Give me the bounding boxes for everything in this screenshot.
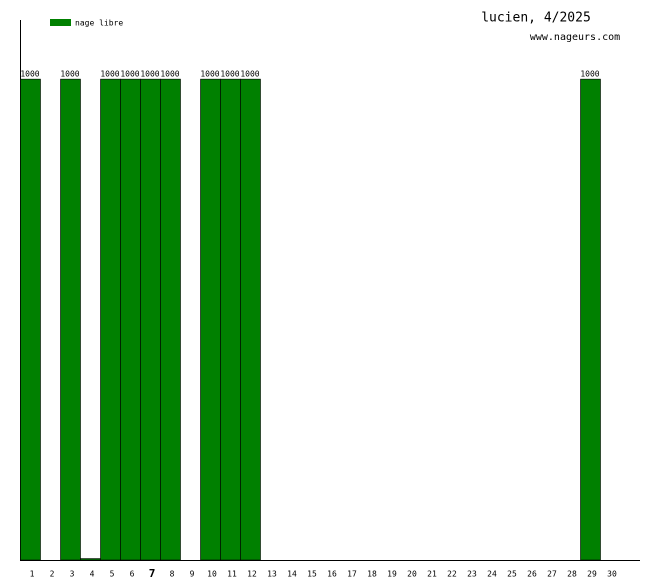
- value-label: 1000: [20, 70, 39, 79]
- x-tick-label: 13: [267, 570, 277, 579]
- chart-subtitle: www.nageurs.com: [530, 32, 620, 43]
- bar: [200, 78, 221, 561]
- x-tick-label: 2: [50, 570, 55, 579]
- value-label: 1000: [100, 70, 119, 79]
- value-label: 1000: [160, 70, 179, 79]
- value-label: 1000: [120, 70, 139, 79]
- x-tick-label: 26: [527, 570, 537, 579]
- x-tick-label: 30: [607, 570, 617, 579]
- x-tick-label: 3: [70, 570, 75, 579]
- bar: [60, 78, 81, 561]
- chart-title: lucien, 4/2025: [481, 11, 591, 26]
- x-tick-label: 8: [170, 570, 175, 579]
- bar: [240, 78, 261, 561]
- bar: [20, 78, 41, 561]
- x-tick-label: 18: [367, 570, 377, 579]
- x-tick-label: 12: [247, 570, 257, 579]
- x-tick-label: 9: [190, 570, 195, 579]
- x-tick-label: 4: [90, 570, 95, 579]
- bar: [160, 78, 181, 561]
- x-tick-label: 15: [307, 570, 317, 579]
- bar: [220, 78, 241, 561]
- legend-label: nage libre: [75, 19, 123, 28]
- x-tick-label: 11: [227, 570, 237, 579]
- x-tick-label: 27: [547, 570, 557, 579]
- x-tick-label: 16: [327, 570, 337, 579]
- value-label: 1000: [240, 70, 259, 79]
- x-tick-label: 25: [507, 570, 517, 579]
- x-tick-label: 14: [287, 570, 297, 579]
- x-tick-label: 1: [30, 570, 35, 579]
- x-tick-label: 23: [467, 570, 477, 579]
- bar: [80, 558, 101, 561]
- value-label: 1000: [220, 70, 239, 79]
- bar: [580, 78, 601, 561]
- bar: [100, 78, 121, 561]
- x-tick-label: 6: [130, 570, 135, 579]
- x-tick-label: 24: [487, 570, 497, 579]
- x-tick-label: 17: [347, 570, 357, 579]
- x-tick-label: 5: [110, 570, 115, 579]
- value-label: 1000: [200, 70, 219, 79]
- x-tick-label: 28: [567, 570, 577, 579]
- x-tick-label: 29: [587, 570, 597, 579]
- bar: [120, 78, 141, 561]
- x-tick-label: 7: [149, 567, 156, 580]
- x-tick-label: 22: [447, 570, 457, 579]
- legend-swatch: [50, 19, 71, 26]
- x-tick-label: 21: [427, 570, 437, 579]
- bar: [140, 78, 161, 561]
- value-label: 1000: [60, 70, 79, 79]
- x-tick-label: 20: [407, 570, 417, 579]
- value-label: 1000: [140, 70, 159, 79]
- value-label: 1000: [580, 70, 599, 79]
- x-tick-label: 10: [207, 570, 217, 579]
- x-tick-label: 19: [387, 570, 397, 579]
